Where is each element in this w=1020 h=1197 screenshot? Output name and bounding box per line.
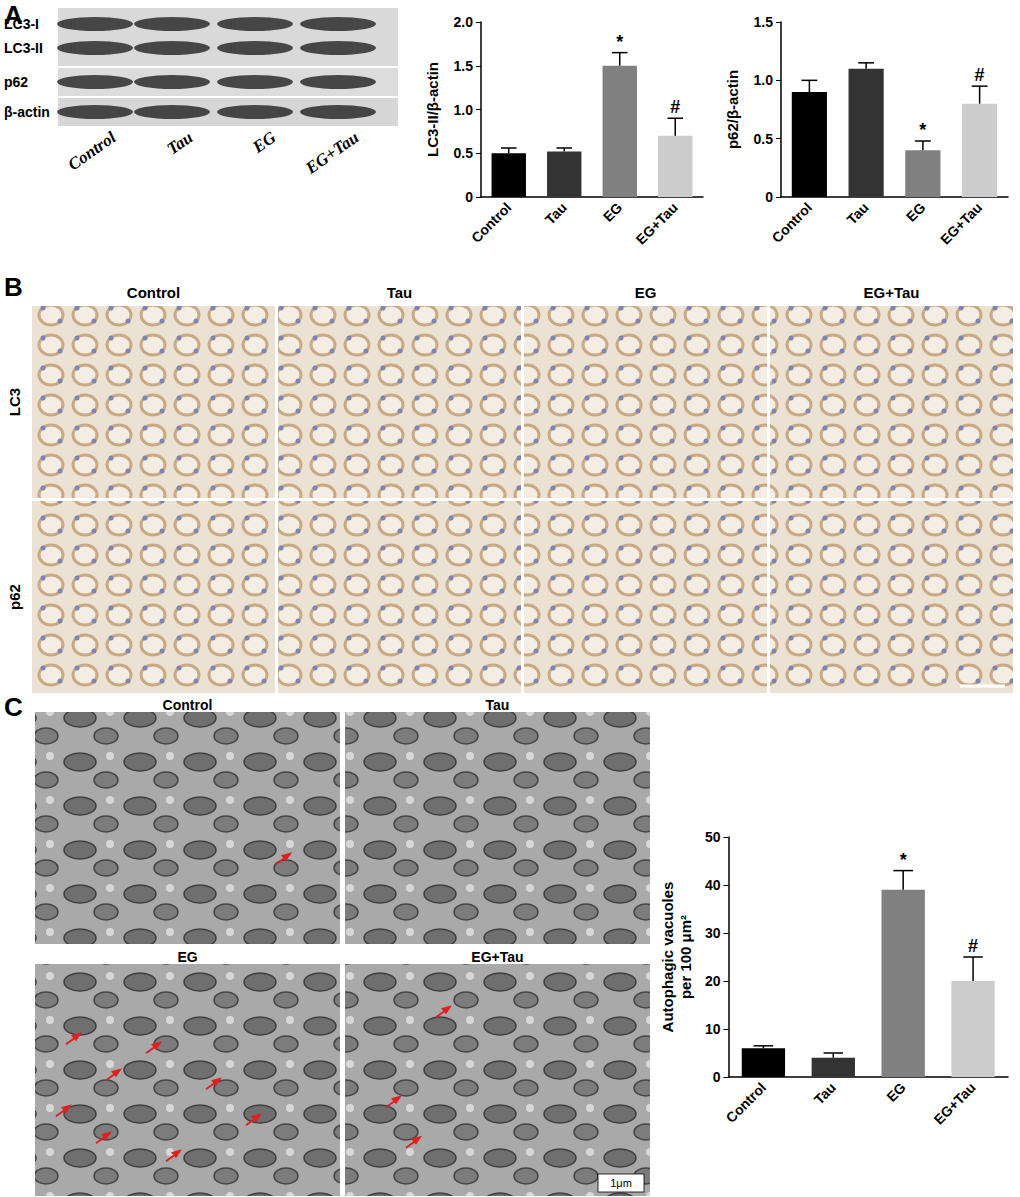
svg-text:B: B — [4, 272, 23, 302]
svg-text:Control: Control — [769, 199, 815, 245]
svg-text:EG+Tau: EG+Tau — [471, 949, 523, 965]
svg-text:EG: EG — [635, 284, 657, 301]
svg-text:Autophagic vacuoles: Autophagic vacuoles — [659, 882, 676, 1033]
svg-text:EG: EG — [248, 127, 280, 157]
svg-text:1.5: 1.5 — [754, 14, 774, 30]
svg-text:1.5: 1.5 — [454, 58, 474, 74]
svg-text:Tau: Tau — [811, 1079, 839, 1107]
svg-text:Tau: Tau — [844, 199, 872, 227]
svg-text:*: * — [900, 850, 907, 870]
svg-text:EG+Tau: EG+Tau — [864, 284, 920, 301]
svg-text:0.5: 0.5 — [754, 131, 774, 147]
svg-text:0.5: 0.5 — [454, 145, 474, 161]
svg-text:LC3-I: LC3-I — [4, 16, 39, 32]
svg-text:β-actin: β-actin — [4, 104, 50, 120]
svg-text:EG+Tau: EG+Tau — [301, 128, 362, 179]
svg-text:1μm: 1μm — [610, 1177, 632, 1189]
svg-text:Tau: Tau — [387, 284, 413, 301]
svg-text:EG+Tau: EG+Tau — [930, 1079, 978, 1127]
svg-text:Control: Control — [723, 1079, 769, 1125]
svg-text:0: 0 — [465, 189, 473, 205]
svg-text:Tau: Tau — [542, 199, 570, 227]
svg-text:*: * — [919, 120, 926, 140]
svg-text:0: 0 — [765, 189, 773, 205]
svg-text:EG+Tau: EG+Tau — [633, 199, 681, 247]
svg-text:per 100 μm²: per 100 μm² — [677, 915, 694, 999]
svg-text:#: # — [968, 936, 978, 956]
svg-text:0: 0 — [713, 1069, 721, 1085]
svg-text:Control: Control — [163, 697, 213, 713]
svg-text:Control: Control — [468, 199, 514, 245]
svg-text:EG: EG — [177, 949, 197, 965]
svg-text:EG: EG — [883, 1079, 909, 1105]
svg-text:#: # — [670, 97, 680, 117]
svg-text:10: 10 — [705, 1021, 721, 1037]
svg-text:LC3-II: LC3-II — [4, 40, 43, 56]
svg-text:LC3: LC3 — [6, 388, 23, 416]
svg-text:p62: p62 — [6, 584, 23, 610]
svg-text:Control: Control — [127, 284, 180, 301]
svg-text:2.0: 2.0 — [454, 14, 474, 30]
svg-text:40: 40 — [705, 877, 721, 893]
svg-text:Tau: Tau — [163, 128, 196, 159]
svg-text:A: A — [4, 0, 23, 30]
svg-text:C: C — [4, 692, 23, 722]
svg-text:Tau: Tau — [486, 697, 510, 713]
svg-text:EG: EG — [600, 199, 626, 225]
svg-text:20: 20 — [705, 973, 721, 989]
svg-text:#: # — [975, 65, 985, 85]
svg-text:1.0: 1.0 — [454, 102, 474, 118]
svg-text:LC3-II/β-actin: LC3-II/β-actin — [424, 62, 441, 157]
svg-text:p62/β-actin: p62/β-actin — [724, 70, 741, 149]
svg-text:30: 30 — [705, 925, 721, 941]
svg-text:p62: p62 — [4, 74, 28, 90]
svg-text:1.0: 1.0 — [754, 72, 774, 88]
svg-text:EG+Tau: EG+Tau — [937, 199, 985, 247]
svg-text:Control: Control — [64, 128, 119, 175]
svg-text:*: * — [616, 32, 623, 52]
svg-text:EG: EG — [903, 199, 929, 225]
svg-text:50: 50 — [705, 829, 721, 845]
